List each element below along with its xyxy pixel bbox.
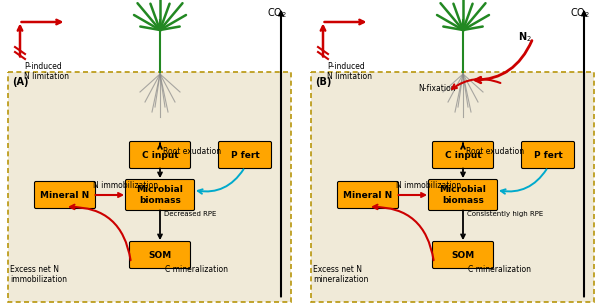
Text: Microbial
biomass: Microbial biomass bbox=[440, 185, 487, 205]
Text: N immobilization: N immobilization bbox=[396, 181, 461, 190]
Text: Excess net N
mineralization: Excess net N mineralization bbox=[313, 265, 368, 284]
FancyBboxPatch shape bbox=[337, 181, 398, 208]
Text: N-fixation: N-fixation bbox=[418, 84, 455, 93]
Text: C input: C input bbox=[142, 150, 178, 160]
FancyBboxPatch shape bbox=[428, 180, 497, 211]
FancyBboxPatch shape bbox=[311, 72, 594, 302]
Text: P-induced
N limitation: P-induced N limitation bbox=[24, 62, 69, 81]
FancyBboxPatch shape bbox=[130, 242, 191, 269]
Text: Root exudation: Root exudation bbox=[466, 147, 524, 156]
Text: Excess net N
immobilization: Excess net N immobilization bbox=[10, 265, 67, 284]
Text: N$_2$: N$_2$ bbox=[518, 30, 532, 44]
Text: (B): (B) bbox=[315, 77, 331, 87]
Text: P-induced
N limitation: P-induced N limitation bbox=[327, 62, 372, 81]
FancyBboxPatch shape bbox=[130, 142, 191, 169]
Text: Consistently high RPE: Consistently high RPE bbox=[467, 211, 543, 217]
Text: CO$_2$: CO$_2$ bbox=[570, 6, 590, 20]
FancyBboxPatch shape bbox=[125, 180, 194, 211]
Text: Microbial
biomass: Microbial biomass bbox=[137, 185, 184, 205]
Text: Root exudation: Root exudation bbox=[163, 147, 221, 156]
Text: (A): (A) bbox=[12, 77, 29, 87]
FancyBboxPatch shape bbox=[433, 242, 493, 269]
Text: Decreased RPE: Decreased RPE bbox=[164, 211, 217, 217]
Text: P fert: P fert bbox=[533, 150, 562, 160]
Text: SOM: SOM bbox=[451, 251, 475, 259]
Text: P fert: P fert bbox=[230, 150, 259, 160]
Text: C input: C input bbox=[445, 150, 481, 160]
FancyBboxPatch shape bbox=[8, 72, 291, 302]
Text: SOM: SOM bbox=[148, 251, 172, 259]
Text: CO$_2$: CO$_2$ bbox=[267, 6, 287, 20]
Text: N immobilization: N immobilization bbox=[93, 181, 158, 190]
Text: C mineralization: C mineralization bbox=[468, 265, 531, 274]
Text: Mineral N: Mineral N bbox=[343, 191, 392, 200]
FancyBboxPatch shape bbox=[433, 142, 493, 169]
FancyBboxPatch shape bbox=[35, 181, 95, 208]
Text: C mineralization: C mineralization bbox=[165, 265, 228, 274]
Text: Mineral N: Mineral N bbox=[40, 191, 89, 200]
FancyBboxPatch shape bbox=[218, 142, 271, 169]
FancyBboxPatch shape bbox=[521, 142, 575, 169]
